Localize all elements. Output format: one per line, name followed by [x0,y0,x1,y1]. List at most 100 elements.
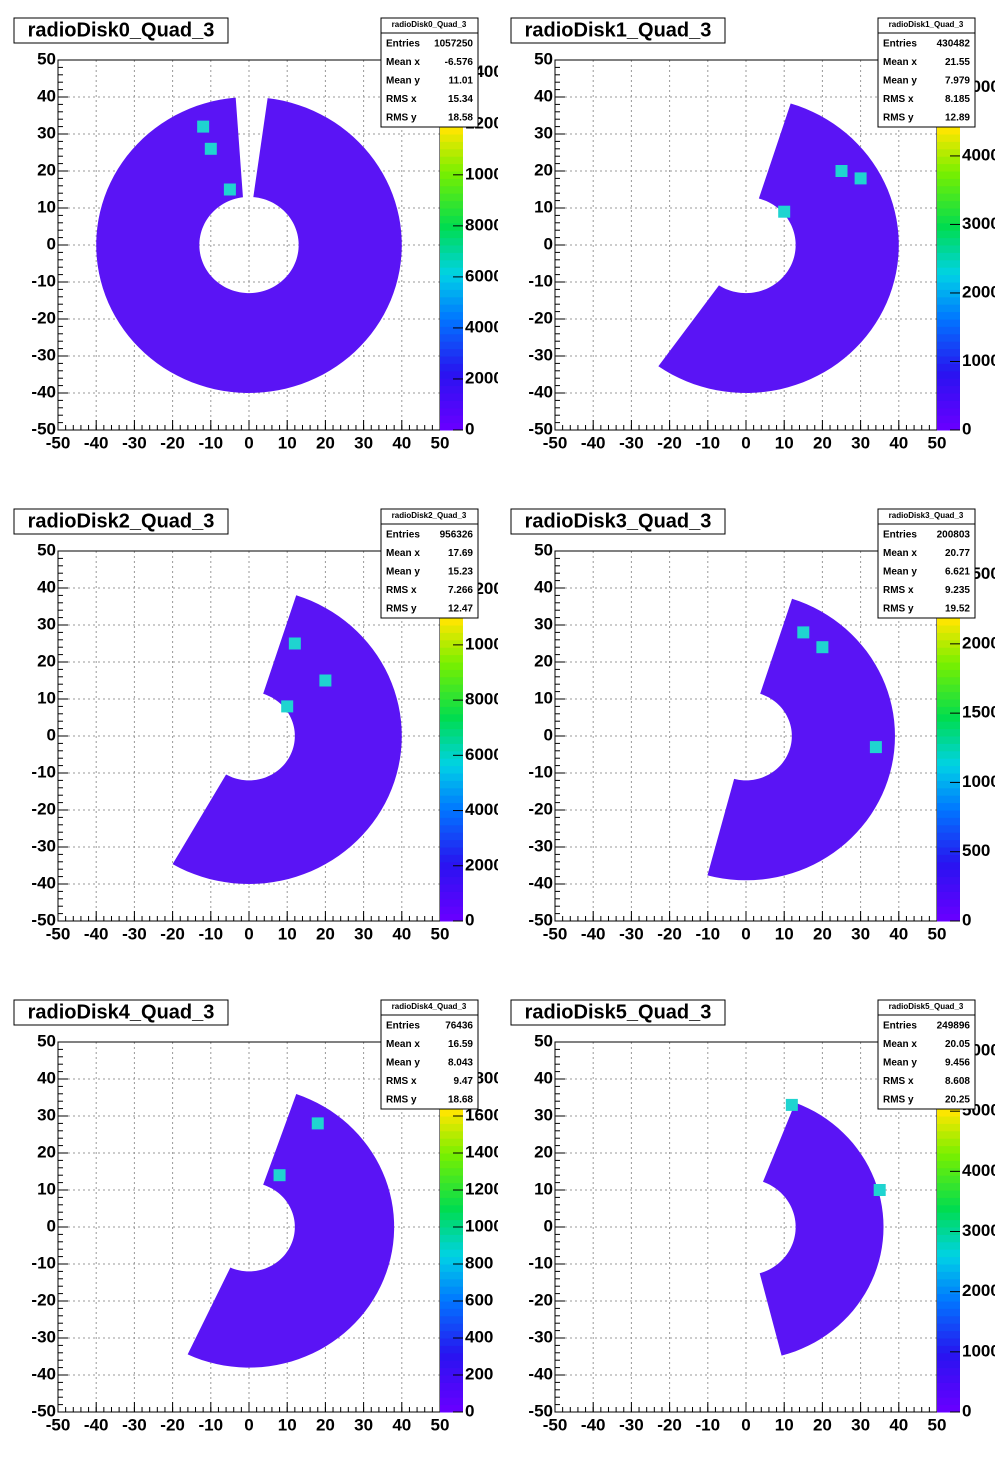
x-tick-label: -20 [657,433,682,452]
palette-cell [937,200,960,209]
x-tick-label: 10 [278,433,297,452]
palette-cell [937,647,960,656]
palette-cell [937,1175,960,1184]
y-tick-label: 40 [534,1068,553,1087]
palette-cell [440,289,463,298]
y-tick-label: -10 [31,762,56,781]
palette-cell [937,1160,960,1169]
stats-label: Entries [883,1021,917,1032]
hot-spot [835,165,848,177]
palette-cell [440,1278,463,1287]
palette-cell [440,1360,463,1369]
palette-cell [937,861,960,870]
palette-cell [937,743,960,752]
palette-cell [937,348,960,357]
palette-cell [937,1389,960,1398]
palette-cell [440,669,463,678]
x-tick-label: 20 [813,924,832,943]
x-tick-label: -20 [160,433,185,452]
palette-cell [937,913,960,922]
palette-cell [440,134,463,142]
y-tick-label: 40 [37,1068,56,1087]
palette-cell [937,780,960,789]
palette-cell [937,1167,960,1176]
hot-spot [778,205,791,218]
x-tick-label: 30 [354,924,373,943]
y-tick-label: -40 [528,1364,553,1383]
palette-cell [440,148,463,157]
palette-cell [440,185,463,194]
palette-cell [440,319,463,327]
palette-cell [937,817,960,826]
palette-cell [937,422,960,431]
x-tick-label: 20 [813,433,832,452]
palette-cell [440,304,463,313]
palette-cell [937,296,960,305]
palette-cell [440,407,463,416]
palette-cell [937,669,960,678]
x-tick-label: 40 [889,1415,908,1434]
y-tick-label: 10 [534,1179,553,1198]
y-tick-label: 0 [544,725,553,744]
palette-cell [440,215,463,224]
x-tick-label: -40 [581,1415,606,1434]
title-box [13,508,229,535]
palette-cell [937,141,960,150]
palette-cell [440,178,463,187]
x-tick-label: 50 [431,924,450,943]
title-box [13,999,229,1026]
y-tick-label: -40 [31,1364,56,1383]
hot-spot [869,741,882,754]
stats-value: 6.621 [945,567,970,578]
y-tick-label: -40 [31,873,56,892]
hot-spot [797,626,810,639]
x-tick-label: 30 [851,433,870,452]
palette-cell [937,750,960,759]
y-tick-label: -20 [528,799,553,818]
stats-value: 8.043 [448,1058,473,1069]
z-tick-label: 1000 [962,1341,995,1360]
palette-cell [937,721,960,730]
x-tick-label: -50 [543,433,568,452]
palette-cell [937,378,960,387]
palette-cell [440,773,463,781]
x-tick-label: 10 [278,924,297,943]
y-tick-label: 40 [37,577,56,596]
palette-cell [440,282,463,290]
z-tick-label: 0 [465,419,474,438]
palette-cell [440,259,463,268]
palette-cell [440,1138,463,1147]
palette-cell [937,699,960,707]
palette-cell [440,230,463,239]
z-tick-label: 2000 [465,368,498,387]
palette-cell [440,1345,463,1354]
palette-cell [440,906,463,915]
stats-value: 15.34 [448,94,473,105]
palette-cell [937,282,960,290]
palette-cell [937,847,960,855]
palette-cell [440,750,463,759]
stats-label: RMS x [883,1076,914,1087]
palette-cell [440,252,463,261]
palette-cell [440,884,463,892]
x-tick-label: 50 [431,1415,450,1434]
z-tick-label: 1600 [465,1105,498,1124]
chart-title: radioDisk1_Quad_3 [525,19,712,41]
palette-cell [440,654,463,663]
palette-cell [440,787,463,796]
palette-cell [937,839,960,848]
x-tick-label: 40 [889,433,908,452]
y-tick-label: -30 [31,836,56,855]
palette-cell [440,706,463,715]
y-tick-label: 50 [534,1031,553,1050]
palette-cell [937,869,960,878]
stats-value: 18.58 [448,113,473,124]
stats-label: Mean y [386,567,420,578]
palette-cell [937,1108,960,1117]
stats-label: Mean y [883,567,917,578]
palette-cell [937,736,960,744]
palette-cell [440,699,463,707]
palette-cell [440,1338,463,1346]
x-tick-label: -20 [160,1415,185,1434]
stats-label: Mean x [386,1039,420,1050]
